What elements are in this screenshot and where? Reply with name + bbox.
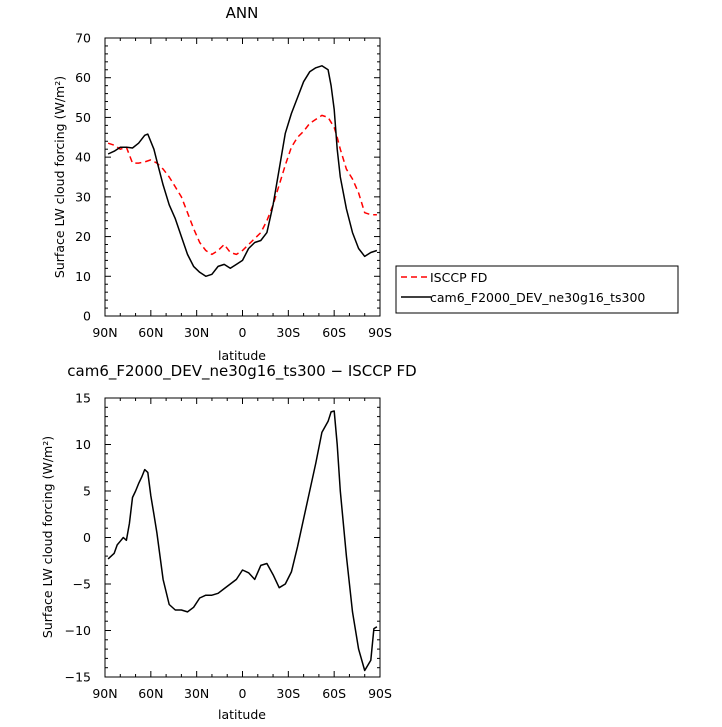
y-tick-label: −10 — [65, 623, 91, 638]
x-tick-label: 30N — [184, 686, 209, 701]
y-tick-label: 0 — [83, 309, 91, 324]
x-tick-label: 30N — [184, 325, 209, 340]
x-tick-label: 60N — [138, 686, 163, 701]
bottom-chart-series — [107, 410, 378, 672]
bottom-chart: cam6_F2000_DEV_ne30g16_ts300 − ISCCP FD … — [40, 362, 417, 722]
bottom-chart-plot-frame — [104, 397, 381, 678]
series-line-2 — [107, 65, 378, 278]
y-tick-label: 15 — [75, 391, 91, 406]
x-tick-label: 90S — [368, 686, 392, 701]
top-chart-title: ANN — [226, 4, 259, 22]
y-tick-label: 10 — [75, 437, 91, 452]
y-tick-label: 30 — [75, 189, 91, 204]
y-tick-label: 50 — [75, 110, 91, 125]
top-chart-x-axis-label: latitude — [218, 348, 266, 363]
bottom-chart-y-axis-label: Surface LW cloud forcing (W/m²) — [40, 436, 55, 638]
x-tick-label: 60N — [138, 325, 163, 340]
x-tick-label: 60S — [322, 686, 346, 701]
x-tick-label: 30S — [276, 686, 300, 701]
y-tick-label: 0 — [83, 530, 91, 545]
top-chart-series — [107, 65, 378, 278]
x-tick-label: 90N — [92, 686, 117, 701]
x-tick-label: 30S — [276, 325, 300, 340]
y-tick-label: 40 — [75, 150, 91, 165]
y-tick-label: 10 — [75, 269, 91, 284]
y-tick-label: 20 — [75, 229, 91, 244]
y-tick-label: −15 — [65, 670, 91, 685]
legend-label-series-2: cam6_F2000_DEV_ne30g16_ts300 — [430, 290, 645, 305]
x-tick-label: 60S — [322, 325, 346, 340]
y-tick-label: −5 — [73, 577, 91, 592]
y-tick-label: 60 — [75, 70, 91, 85]
top-chart: ANN 90N 60N 30N 0 30S 60S 90S 0 10 20 30 40 50 60 70 l… — [52, 4, 679, 363]
x-tick-label: 0 — [239, 686, 247, 701]
y-tick-label: 5 — [83, 484, 91, 499]
series-line-1 — [107, 410, 378, 672]
x-tick-label: 90N — [92, 325, 117, 340]
top-chart-y-axis-label: Surface LW cloud forcing (W/m²) — [52, 76, 67, 278]
legend-label-series-1: ISCCP FD — [430, 270, 487, 285]
x-tick-label: 90S — [368, 325, 392, 340]
y-tick-label: 70 — [75, 31, 91, 46]
x-tick-label: 0 — [239, 325, 247, 340]
top-chart-legend: ISCCP FD cam6_F2000_DEV_ne30g16_ts300 — [395, 265, 679, 314]
legend-box — [395, 265, 679, 314]
top-chart-axes: 90N 60N 30N 0 30S 60S 90S 0 10 20 30 40 50 60 70 — [75, 31, 392, 341]
bottom-chart-title: cam6_F2000_DEV_ne30g16_ts300 − ISCCP FD — [67, 362, 416, 381]
top-chart-plot-frame — [104, 37, 381, 317]
bottom-chart-axes: 90N 60N 30N 0 30S 60S 90S −15 −10 −5 0 5 10 15 — [65, 391, 392, 702]
bottom-chart-x-axis-label: latitude — [218, 707, 266, 722]
